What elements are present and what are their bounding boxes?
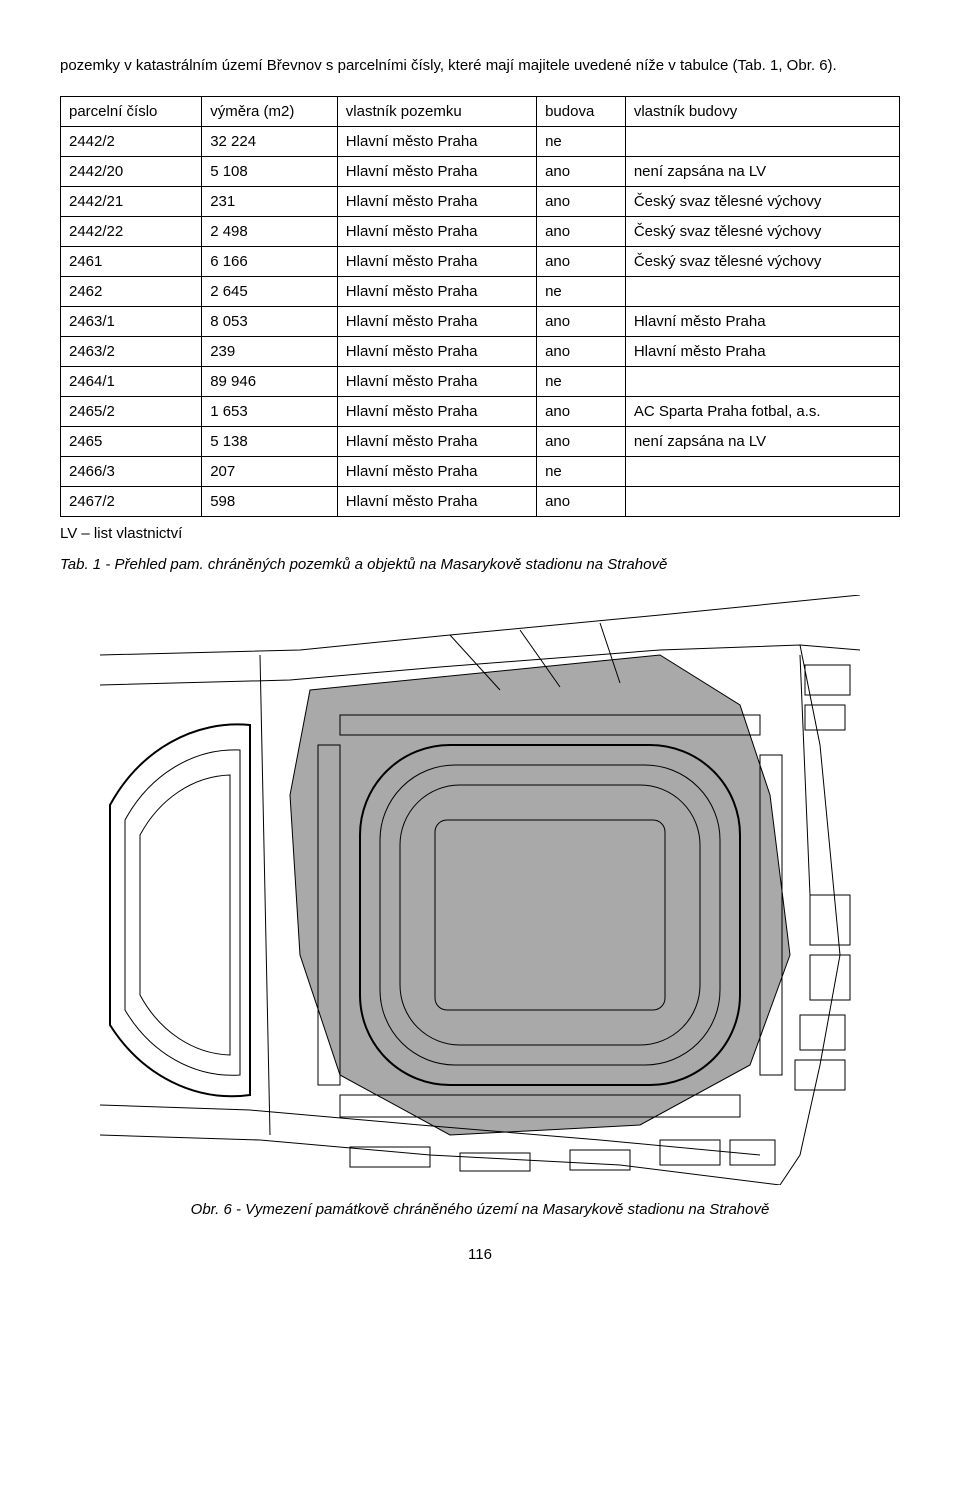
- figure-caption: Obr. 6 - Vymezení památkově chráněného ú…: [60, 1199, 900, 1220]
- table-cell: ne: [537, 277, 626, 307]
- table-cell: 32 224: [202, 127, 338, 157]
- table-row: 24655 138Hlavní město Prahaanonení zapsá…: [61, 427, 900, 457]
- table-cell: 6 166: [202, 247, 338, 277]
- table-cell: Hlavní město Praha: [337, 367, 536, 397]
- table-row: 2442/21231Hlavní město PrahaanoČeský sva…: [61, 187, 900, 217]
- table-cell: ne: [537, 457, 626, 487]
- table-cell: 598: [202, 487, 338, 517]
- table-cell: [625, 457, 899, 487]
- table-row: 2464/189 946Hlavní město Prahane: [61, 367, 900, 397]
- table-cell: 2464/1: [61, 367, 202, 397]
- table-cell: ne: [537, 127, 626, 157]
- table-row: 2442/205 108Hlavní město Prahaanonení za…: [61, 157, 900, 187]
- table-row: 2466/3207Hlavní město Prahane: [61, 457, 900, 487]
- table-row: 2463/2239Hlavní město PrahaanoHlavní měs…: [61, 337, 900, 367]
- table-cell: ano: [537, 247, 626, 277]
- table-cell: 5 138: [202, 427, 338, 457]
- col-vlastnik-pozemku: vlastník pozemku: [337, 97, 536, 127]
- table-cell: Český svaz tělesné výchovy: [625, 217, 899, 247]
- table-row: 2467/2598Hlavní město Prahaano: [61, 487, 900, 517]
- table-cell: 2442/22: [61, 217, 202, 247]
- table-cell: 207: [202, 457, 338, 487]
- table-row: 2442/222 498Hlavní město PrahaanoČeský s…: [61, 217, 900, 247]
- table-cell: 231: [202, 187, 338, 217]
- table-footnote: LV – list vlastnictví: [60, 523, 900, 544]
- parcels-table: parcelní číslo výměra (m2) vlastník poze…: [60, 96, 900, 517]
- table-cell: Hlavní město Praha: [625, 307, 899, 337]
- table-cell: 2462: [61, 277, 202, 307]
- table-cell: ano: [537, 187, 626, 217]
- table-cell: 5 108: [202, 157, 338, 187]
- table-cell: Hlavní město Praha: [337, 127, 536, 157]
- table-cell: ano: [537, 397, 626, 427]
- table-row: 2442/232 224Hlavní město Prahane: [61, 127, 900, 157]
- table-cell: AC Sparta Praha fotbal, a.s.: [625, 397, 899, 427]
- table-row: 2463/18 053Hlavní město PrahaanoHlavní m…: [61, 307, 900, 337]
- table-cell: Hlavní město Praha: [337, 397, 536, 427]
- table-cell: 2461: [61, 247, 202, 277]
- table-cell: 2466/3: [61, 457, 202, 487]
- table-cell: ano: [537, 217, 626, 247]
- table-cell: [625, 367, 899, 397]
- table-cell: [625, 487, 899, 517]
- table-row: 24616 166Hlavní město PrahaanoČeský svaz…: [61, 247, 900, 277]
- table-row: 2465/21 653Hlavní město PrahaanoAC Spart…: [61, 397, 900, 427]
- table-cell: 2442/2: [61, 127, 202, 157]
- table-cell: Hlavní město Praha: [337, 307, 536, 337]
- table-cell: Hlavní město Praha: [337, 157, 536, 187]
- map-figure: [60, 595, 900, 1185]
- table-cell: Hlavní město Praha: [337, 187, 536, 217]
- table-cell: 2467/2: [61, 487, 202, 517]
- table-cell: 2442/21: [61, 187, 202, 217]
- table-caption: Tab. 1 - Přehled pam. chráněných pozemků…: [60, 554, 900, 575]
- table-cell: ano: [537, 427, 626, 457]
- table-cell: není zapsána na LV: [625, 427, 899, 457]
- table-cell: 8 053: [202, 307, 338, 337]
- table-cell: Hlavní město Praha: [625, 337, 899, 367]
- table-cell: ano: [537, 337, 626, 367]
- table-cell: 89 946: [202, 367, 338, 397]
- table-cell: Hlavní město Praha: [337, 217, 536, 247]
- table-cell: 2463/1: [61, 307, 202, 337]
- table-cell: 2442/20: [61, 157, 202, 187]
- page-number: 116: [60, 1244, 900, 1265]
- table-cell: Český svaz tělesné výchovy: [625, 247, 899, 277]
- col-budova: budova: [537, 97, 626, 127]
- table-cell: 2463/2: [61, 337, 202, 367]
- col-vlastnik-budovy: vlastník budovy: [625, 97, 899, 127]
- table-cell: Český svaz tělesné výchovy: [625, 187, 899, 217]
- table-cell: Hlavní město Praha: [337, 487, 536, 517]
- table-cell: není zapsána na LV: [625, 157, 899, 187]
- intro-paragraph: pozemky v katastrálním území Břevnov s p…: [60, 55, 900, 76]
- table-cell: [625, 277, 899, 307]
- map-svg: [100, 595, 860, 1185]
- table-cell: 1 653: [202, 397, 338, 427]
- col-parcelni: parcelní číslo: [61, 97, 202, 127]
- table-cell: 2465: [61, 427, 202, 457]
- table-cell: ano: [537, 307, 626, 337]
- table-cell: 2 498: [202, 217, 338, 247]
- table-cell: ne: [537, 367, 626, 397]
- table-cell: 239: [202, 337, 338, 367]
- table-cell: ano: [537, 487, 626, 517]
- table-cell: Hlavní město Praha: [337, 247, 536, 277]
- table-cell: [625, 127, 899, 157]
- table-cell: Hlavní město Praha: [337, 277, 536, 307]
- table-row: 24622 645Hlavní město Prahane: [61, 277, 900, 307]
- table-cell: Hlavní město Praha: [337, 427, 536, 457]
- table-cell: ano: [537, 157, 626, 187]
- table-cell: 2465/2: [61, 397, 202, 427]
- table-header-row: parcelní číslo výměra (m2) vlastník poze…: [61, 97, 900, 127]
- col-vymera: výměra (m2): [202, 97, 338, 127]
- table-cell: Hlavní město Praha: [337, 337, 536, 367]
- table-cell: 2 645: [202, 277, 338, 307]
- table-cell: Hlavní město Praha: [337, 457, 536, 487]
